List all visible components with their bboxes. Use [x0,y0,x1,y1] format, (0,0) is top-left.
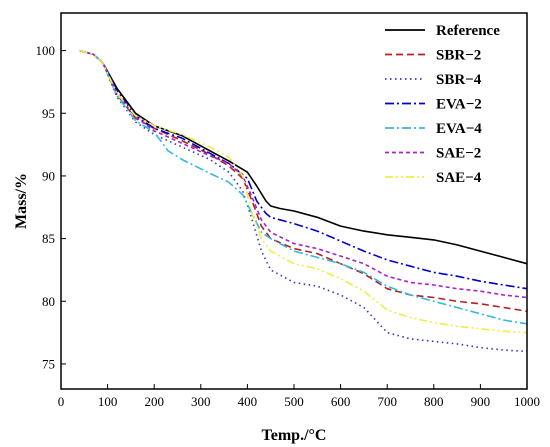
x-tick-label: 1000 [514,394,540,409]
legend-label-1: SBR−2 [436,48,481,64]
x-tick-label: 400 [238,394,258,409]
legend-label-6: SAE−4 [436,170,482,186]
series-layer [79,49,528,353]
y-axis-title: Mass/% [13,173,30,229]
x-tick-label: 200 [144,394,164,409]
legend-label-3: EVA−2 [436,97,482,113]
ticks-layer: 0 100 200 300 400 500 600 700 800 900 1000 75 80 85 90… [36,43,541,409]
y-tick-label: 75 [42,356,55,371]
x-tick-label: 300 [191,394,211,409]
legend-label-5: SAE−2 [436,146,481,162]
y-tick-label: 100 [36,43,56,58]
y-tick-label: 80 [42,294,55,309]
series-line-6 [79,49,528,334]
x-tick-label: 700 [377,394,397,409]
legend-label-4: EVA−4 [436,121,482,137]
y-tick-label: 85 [42,231,55,246]
legend-label-2: SBR−4 [436,72,482,88]
x-tick-label: 0 [58,394,65,409]
series-line-2 [79,49,528,353]
y-tick-label: 90 [42,168,55,183]
x-tick-label: 800 [424,394,444,409]
x-tick-label: 100 [98,394,118,409]
x-tick-label: 600 [331,394,351,409]
x-axis-title: Temp./°C [262,427,327,444]
x-tick-label: 500 [284,394,304,409]
series-line-4 [79,49,528,325]
legend: Reference SBR−2 SBR−4 EVA−2 EVA−4 SAE−2 SAE−4 [385,23,500,186]
x-tick-label: 900 [471,394,491,409]
series-line-0 [79,49,528,265]
legend-label-0: Reference [436,23,500,39]
y-tick-label: 95 [42,106,55,121]
